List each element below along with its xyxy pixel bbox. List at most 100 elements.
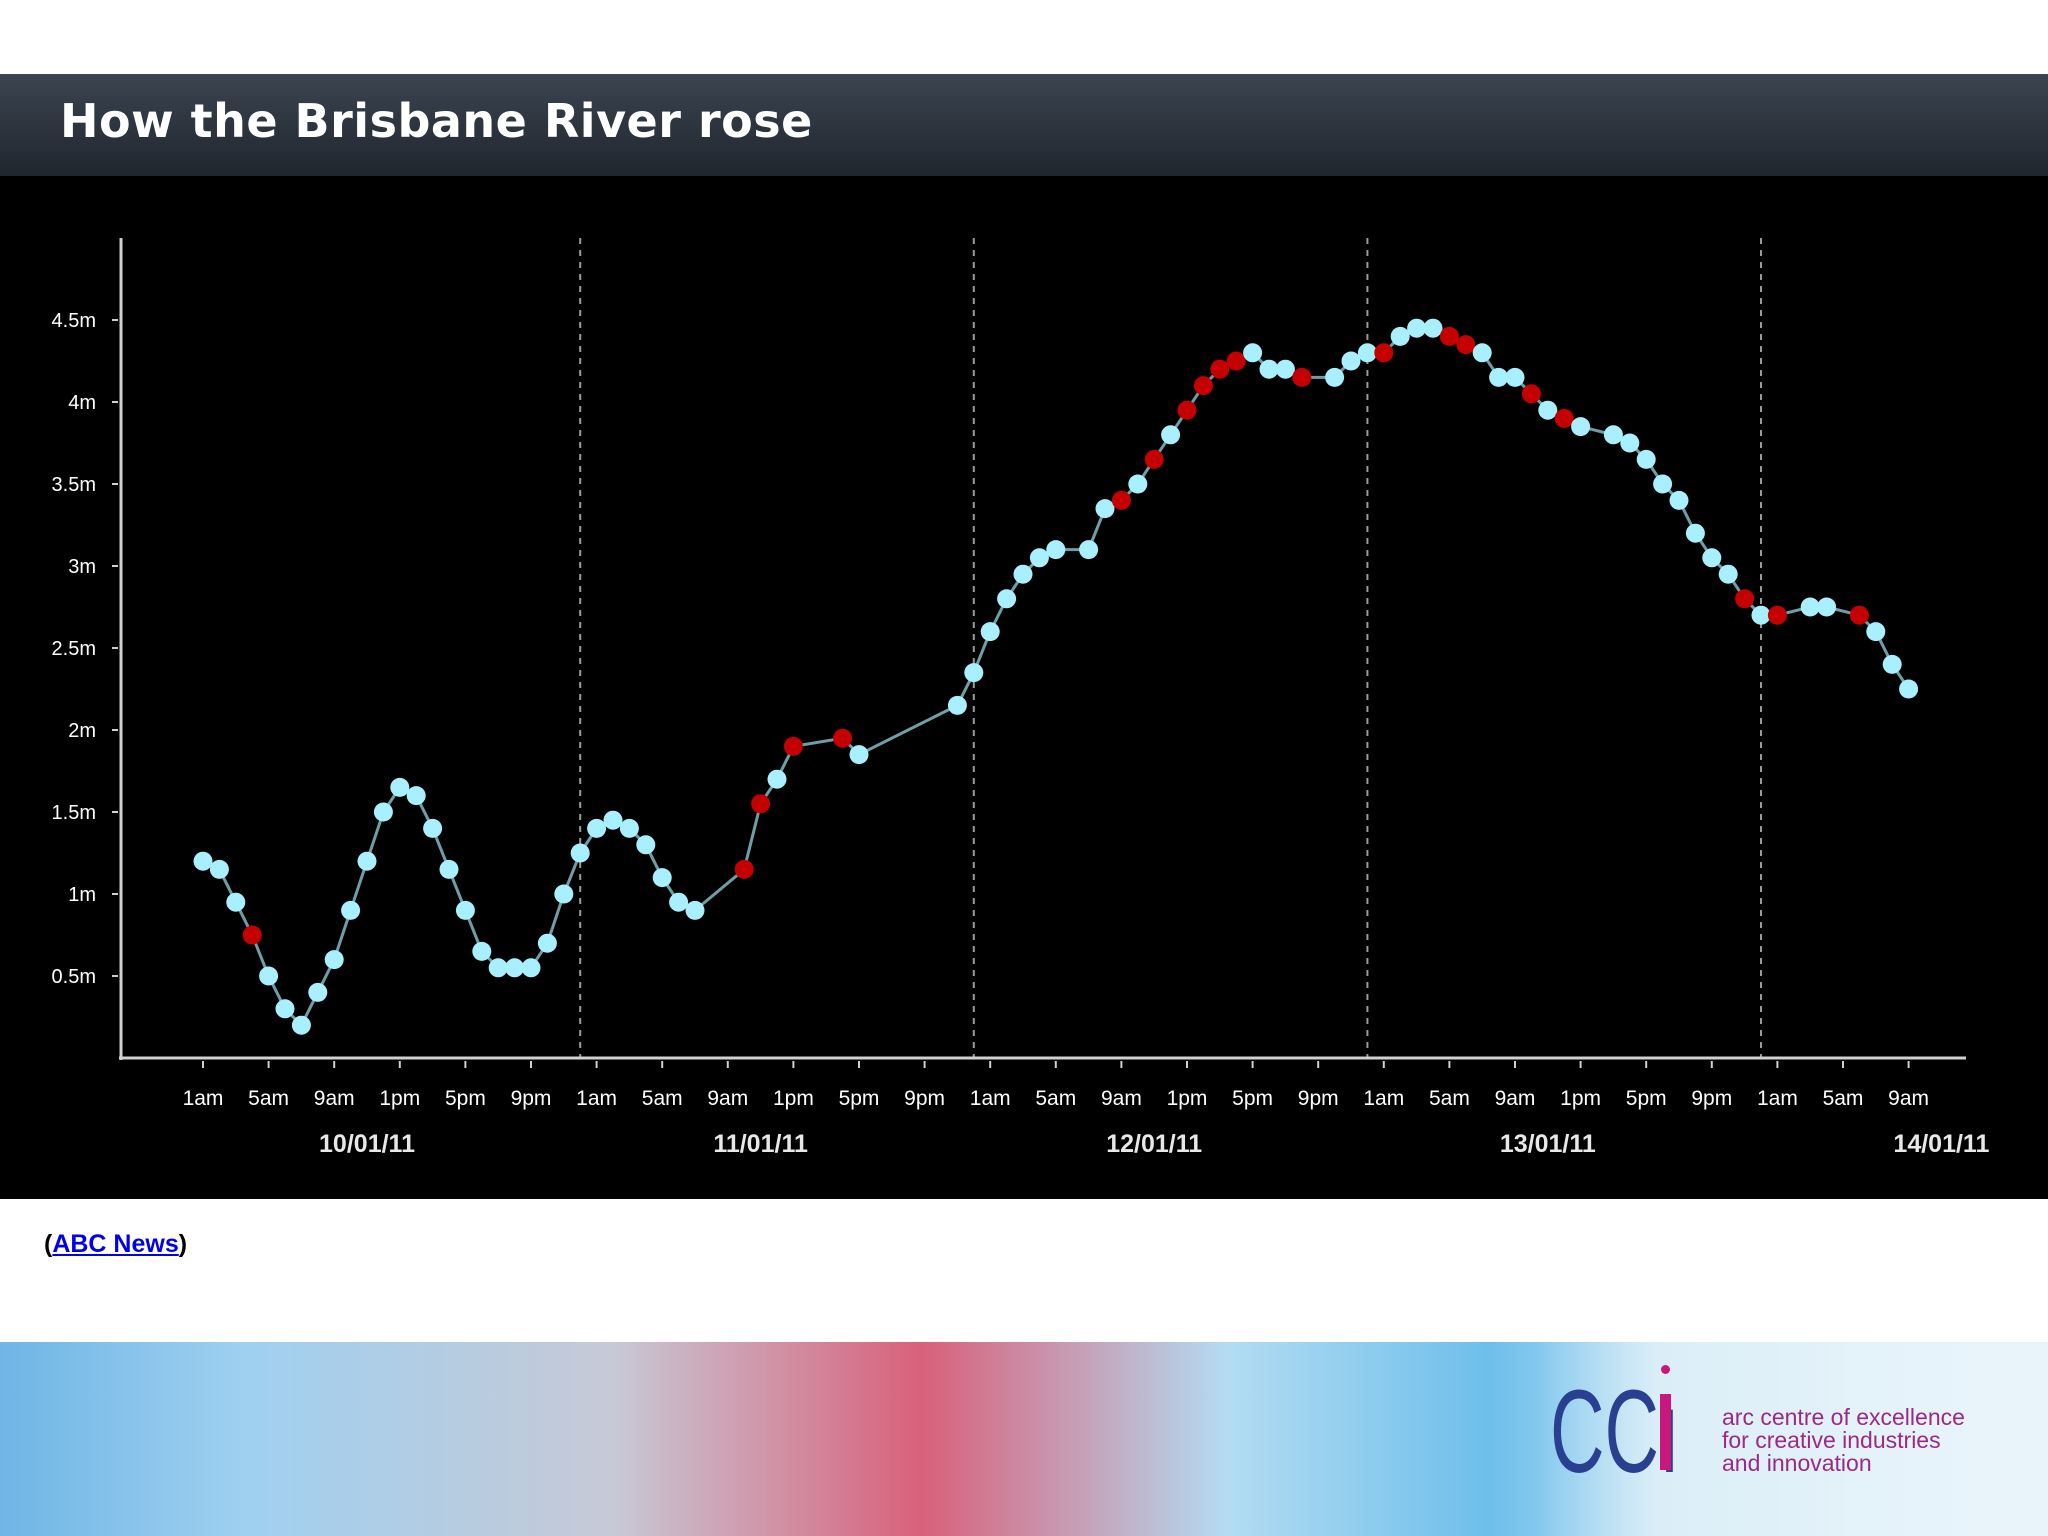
- x-tick-label: 5am: [1823, 1087, 1864, 1110]
- data-point: [275, 999, 295, 1019]
- data-point: [1275, 359, 1295, 379]
- x-tick-label: 1pm: [1560, 1087, 1601, 1110]
- x-tick-label: 9am: [1888, 1087, 1929, 1110]
- data-point-red: [1374, 343, 1394, 363]
- data-point: [1390, 326, 1410, 346]
- x-tick-label: 5pm: [839, 1087, 880, 1110]
- chart-area: 0.5m 1m 1.5m 2m 2.5m 3m 3.5m 4m 4.5m 1am 5am 9am 1pm…: [0, 176, 2048, 1199]
- y-tick-label: 0.5m: [52, 966, 96, 988]
- data-point-red: [783, 736, 803, 756]
- footer-banner: [0, 1342, 2048, 1536]
- data-point: [1046, 540, 1066, 560]
- data-point: [1702, 548, 1722, 568]
- data-point: [767, 769, 787, 789]
- x-tick-label: 1am: [1363, 1087, 1404, 1110]
- data-point: [1029, 548, 1049, 568]
- data-point: [1751, 605, 1771, 625]
- data-point: [1636, 449, 1656, 469]
- data-point-red: [1456, 335, 1476, 355]
- data-point: [357, 851, 377, 871]
- tagline-line: and innovation: [1722, 1450, 1872, 1476]
- x-tick-label: 1am: [1757, 1087, 1798, 1110]
- y-tick-label: 1m: [68, 884, 96, 906]
- data-point: [1685, 523, 1705, 543]
- data-point: [341, 900, 361, 920]
- data-point-red: [833, 728, 853, 748]
- x-tick-label: 5am: [642, 1087, 683, 1110]
- x-tick-label: 9am: [707, 1087, 748, 1110]
- x-tick-label: 5am: [248, 1087, 289, 1110]
- data-point: [570, 843, 590, 863]
- data-point: [209, 859, 229, 879]
- cci-tagline: arc centre of excellence for creative in…: [1722, 1406, 1965, 1475]
- data-point: [1866, 622, 1886, 642]
- data-point: [619, 818, 639, 838]
- data-point-red: [1521, 384, 1541, 404]
- data-point: [308, 982, 328, 1002]
- x-tick-label: 5pm: [1626, 1087, 1667, 1110]
- date-label: 14/01/11: [1893, 1130, 1989, 1158]
- tagline-line: arc centre of excellence: [1722, 1404, 1965, 1430]
- data-point: [505, 958, 525, 978]
- y-tick-label: 1.5m: [52, 802, 96, 824]
- data-point: [603, 810, 623, 830]
- abc-news-link[interactable]: ABC News: [52, 1230, 179, 1258]
- tagline-line: for creative industries: [1722, 1427, 1941, 1453]
- data-point: [849, 745, 869, 765]
- data-point: [193, 851, 213, 871]
- data-point: [1259, 359, 1279, 379]
- data-point: [423, 818, 443, 838]
- y-tick-label: 4m: [68, 392, 96, 414]
- data-point: [1079, 540, 1099, 560]
- river-height-line: [202, 326, 1910, 1028]
- date-label: 11/01/11: [713, 1130, 808, 1158]
- chart-title: How the Brisbane River rose: [60, 94, 813, 148]
- river-height-chart: 0.5m 1m 1.5m 2m 2.5m 3m 3.5m 4m 4.5m 1am 5am 9am 1pm…: [52, 238, 1989, 1158]
- x-tick-label: 9pm: [1691, 1087, 1732, 1110]
- y-tick-label: 3.5m: [52, 474, 96, 496]
- data-point-red: [1193, 376, 1213, 396]
- data-point-red: [1144, 449, 1164, 469]
- data-point: [1423, 318, 1443, 338]
- data-point: [1095, 499, 1115, 519]
- data-point: [685, 900, 705, 920]
- x-tick-label: 9am: [314, 1087, 355, 1110]
- data-point: [964, 663, 984, 683]
- x-tick-label: 5pm: [1232, 1087, 1273, 1110]
- data-point: [390, 777, 410, 797]
- x-tick-label: 9pm: [904, 1087, 945, 1110]
- data-point: [259, 966, 279, 986]
- data-point: [373, 802, 393, 822]
- data-point: [587, 818, 607, 838]
- cci-logo-text: CCı: [1550, 1366, 1680, 1482]
- data-point: [554, 884, 574, 904]
- date-label: 13/01/11: [1500, 1130, 1596, 1158]
- x-tick-label: 5am: [1035, 1087, 1076, 1110]
- data-point: [439, 859, 459, 879]
- data-point: [226, 892, 246, 912]
- data-point: [1899, 679, 1919, 699]
- data-point: [1620, 433, 1640, 453]
- data-point-red: [1849, 605, 1869, 625]
- data-point: [1538, 400, 1558, 420]
- data-point: [997, 589, 1017, 609]
- y-tick-label: 3m: [68, 556, 96, 578]
- data-point: [669, 892, 689, 912]
- data-point: [455, 900, 475, 920]
- data-point: [1669, 490, 1689, 510]
- x-tick-label: 1am: [970, 1087, 1011, 1110]
- x-tick-label: 1pm: [379, 1087, 420, 1110]
- cci-logo-icon: CCı: [1550, 1365, 1680, 1482]
- date-label: 10/01/11: [319, 1130, 415, 1158]
- credit-open: (: [44, 1230, 53, 1258]
- data-point-red: [751, 794, 771, 814]
- data-point: [1325, 367, 1345, 387]
- data-point: [1013, 564, 1033, 584]
- y-tick-label: 4.5m: [52, 310, 96, 332]
- data-point: [980, 622, 1000, 642]
- data-point: [1603, 425, 1623, 445]
- data-point: [488, 958, 508, 978]
- data-point: [324, 950, 344, 970]
- data-point: [1571, 417, 1591, 437]
- y-tick-label: 2.5m: [52, 638, 96, 660]
